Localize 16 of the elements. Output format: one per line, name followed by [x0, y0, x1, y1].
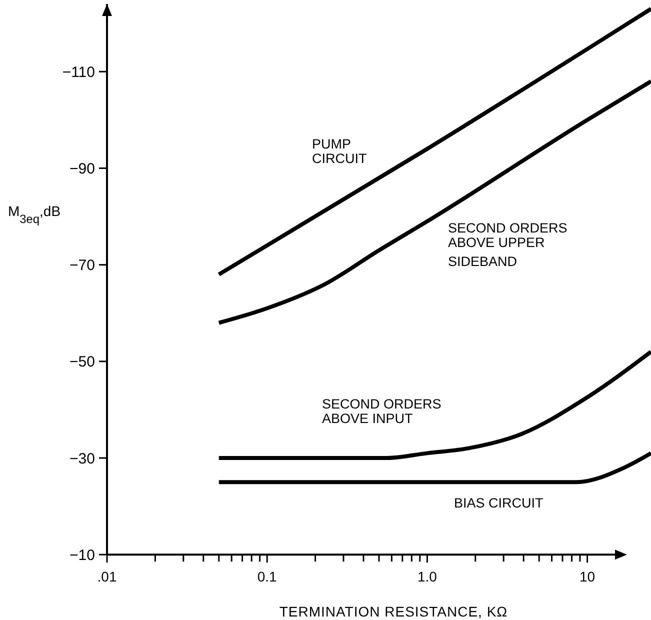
series-label: BIAS CIRCUIT	[454, 496, 544, 511]
y-tick-label: −70	[70, 257, 95, 274]
x-tick-label: 1.0	[417, 568, 438, 585]
series-label: SECOND ORDERS ABOVE UPPER SIDEBAND	[448, 220, 568, 269]
y-tick-label: −30	[70, 450, 95, 468]
y-tick-label: −50	[70, 354, 95, 371]
y-tick-label: −10	[70, 546, 95, 564]
series-label: SECOND ORDERS ABOVE INPUT	[322, 396, 442, 426]
x-tick-label: 0.1	[257, 568, 278, 585]
x-tick-label: .01	[97, 568, 117, 585]
x-tick-label: 10	[580, 568, 596, 585]
series-label: PUMP CIRCUIT	[312, 136, 367, 166]
y-axis-title: M$_{3eq}$,dB	[8, 203, 61, 226]
y-tick-label: −90	[70, 160, 95, 178]
x-axis-title: TERMINATION RESISTANCE, KΩ	[279, 604, 508, 620]
y-tick-label: −110	[62, 64, 95, 81]
